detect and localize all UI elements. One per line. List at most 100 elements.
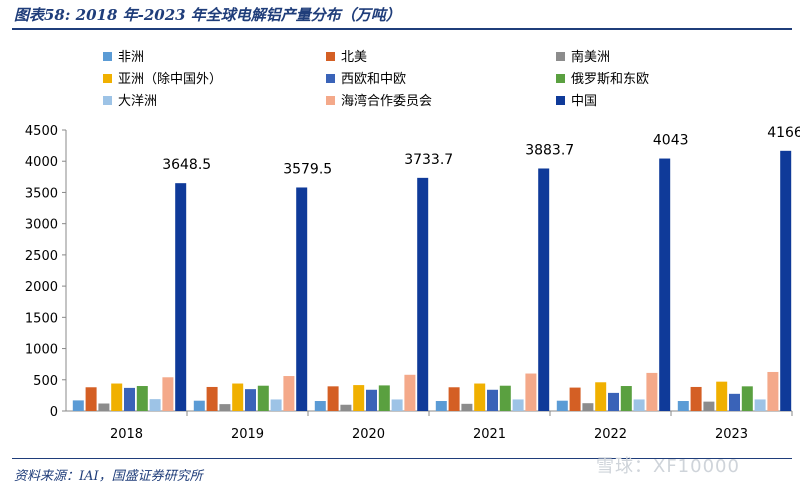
bar <box>193 400 205 411</box>
data-label: 3883.7 <box>525 142 574 158</box>
bar <box>124 387 135 411</box>
legend-label: 大洋洲 <box>118 94 157 109</box>
bar <box>404 374 416 411</box>
bar <box>569 387 581 411</box>
bar <box>499 385 511 411</box>
bar <box>767 371 779 411</box>
bars <box>72 150 792 412</box>
watermark: 雪球：XF10000 <box>596 456 740 477</box>
data-label: 3733.7 <box>404 152 453 168</box>
data-labels: 3648.5 3579.5 3733.7 3883.7 4043 4166.6 <box>162 125 800 178</box>
bar <box>149 399 161 411</box>
legend-label: 北美 <box>341 50 367 65</box>
legend-label: 亚洲（除中国外） <box>118 72 222 87</box>
bar <box>741 386 753 411</box>
bar <box>690 386 702 411</box>
legend-swatch <box>326 74 335 83</box>
bar <box>435 401 447 411</box>
bar <box>175 183 187 411</box>
bar <box>162 377 174 411</box>
bar <box>556 400 568 411</box>
bar <box>270 399 282 411</box>
bar <box>538 168 550 411</box>
bar <box>136 386 148 411</box>
bar <box>378 385 390 411</box>
source-note: 资料来源：IAI，国盛证券研究所 <box>14 469 203 484</box>
legend-swatch <box>103 96 112 105</box>
bar <box>729 393 740 411</box>
y-tick-label: 4000 <box>25 155 58 170</box>
bar <box>677 401 689 411</box>
legend-label: 西欧和中欧 <box>341 72 406 87</box>
x-tick-label: 2019 <box>231 427 264 442</box>
bar <box>72 400 84 411</box>
bar <box>353 385 365 411</box>
y-tick-label: 4500 <box>25 124 58 139</box>
bar <box>245 389 256 411</box>
data-label: 3648.5 <box>162 157 211 173</box>
y-tick-label: 3000 <box>25 218 58 233</box>
bar <box>633 399 645 411</box>
bar <box>417 177 429 411</box>
axes: 0 500 1000 1500 2000 2500 3000 3500 4000 4500 2018… <box>25 124 793 442</box>
legend-swatch <box>326 52 335 61</box>
bar <box>474 383 486 411</box>
bar <box>98 403 110 411</box>
bar <box>283 376 295 411</box>
y-tick-label: 2500 <box>25 249 58 264</box>
bar <box>780 150 792 412</box>
bar <box>232 383 244 411</box>
legend-swatch <box>103 74 112 83</box>
data-label: 4043 <box>653 133 689 149</box>
legend-swatch <box>326 96 335 105</box>
data-label: 4166.6 <box>767 125 800 141</box>
bar <box>582 403 594 411</box>
legend-label: 海湾合作委员会 <box>341 93 432 109</box>
legend-label: 南美洲 <box>571 49 610 65</box>
data-label: 3579.5 <box>283 161 332 177</box>
bar <box>659 158 671 411</box>
bar <box>754 399 766 411</box>
bar <box>620 386 632 411</box>
bar <box>327 386 339 411</box>
y-tick-label: 3500 <box>25 186 58 201</box>
x-tick-label: 2018 <box>110 427 143 442</box>
bar <box>703 401 715 411</box>
x-tick-label: 2022 <box>594 427 627 442</box>
bar <box>314 401 326 411</box>
title-divider <box>12 28 792 30</box>
bar <box>716 381 728 411</box>
bar <box>512 399 524 411</box>
bar <box>646 372 658 411</box>
x-tick-label: 2023 <box>715 427 748 442</box>
bar <box>296 187 308 411</box>
bar <box>340 404 352 411</box>
bar <box>111 383 123 411</box>
legend-swatch <box>556 52 565 61</box>
legend-label: 非洲 <box>118 50 144 65</box>
bar <box>206 386 218 411</box>
y-tick-label: 1000 <box>25 343 58 358</box>
y-tick-label: 0 <box>50 405 58 420</box>
bar <box>391 399 403 411</box>
y-tick-label: 500 <box>33 374 58 389</box>
legend-swatch <box>103 52 112 61</box>
bar <box>85 387 97 411</box>
legend-swatch <box>556 74 565 83</box>
bar <box>461 403 473 411</box>
legend-swatch <box>556 96 565 105</box>
source-divider <box>12 458 792 459</box>
chart-title: 图表58: 2018 年-2023 年全球电解铝产量分布（万吨） <box>14 6 401 24</box>
bar <box>487 389 498 411</box>
bar <box>595 382 607 411</box>
legend-label: 中国 <box>571 94 597 109</box>
y-tick-label: 1500 <box>25 311 58 326</box>
bar <box>219 404 231 411</box>
x-tick-label: 2020 <box>352 427 385 442</box>
x-tick-label: 2021 <box>473 427 506 442</box>
bar <box>366 389 377 411</box>
bar <box>608 392 619 411</box>
y-tick-label: 2000 <box>25 280 58 295</box>
